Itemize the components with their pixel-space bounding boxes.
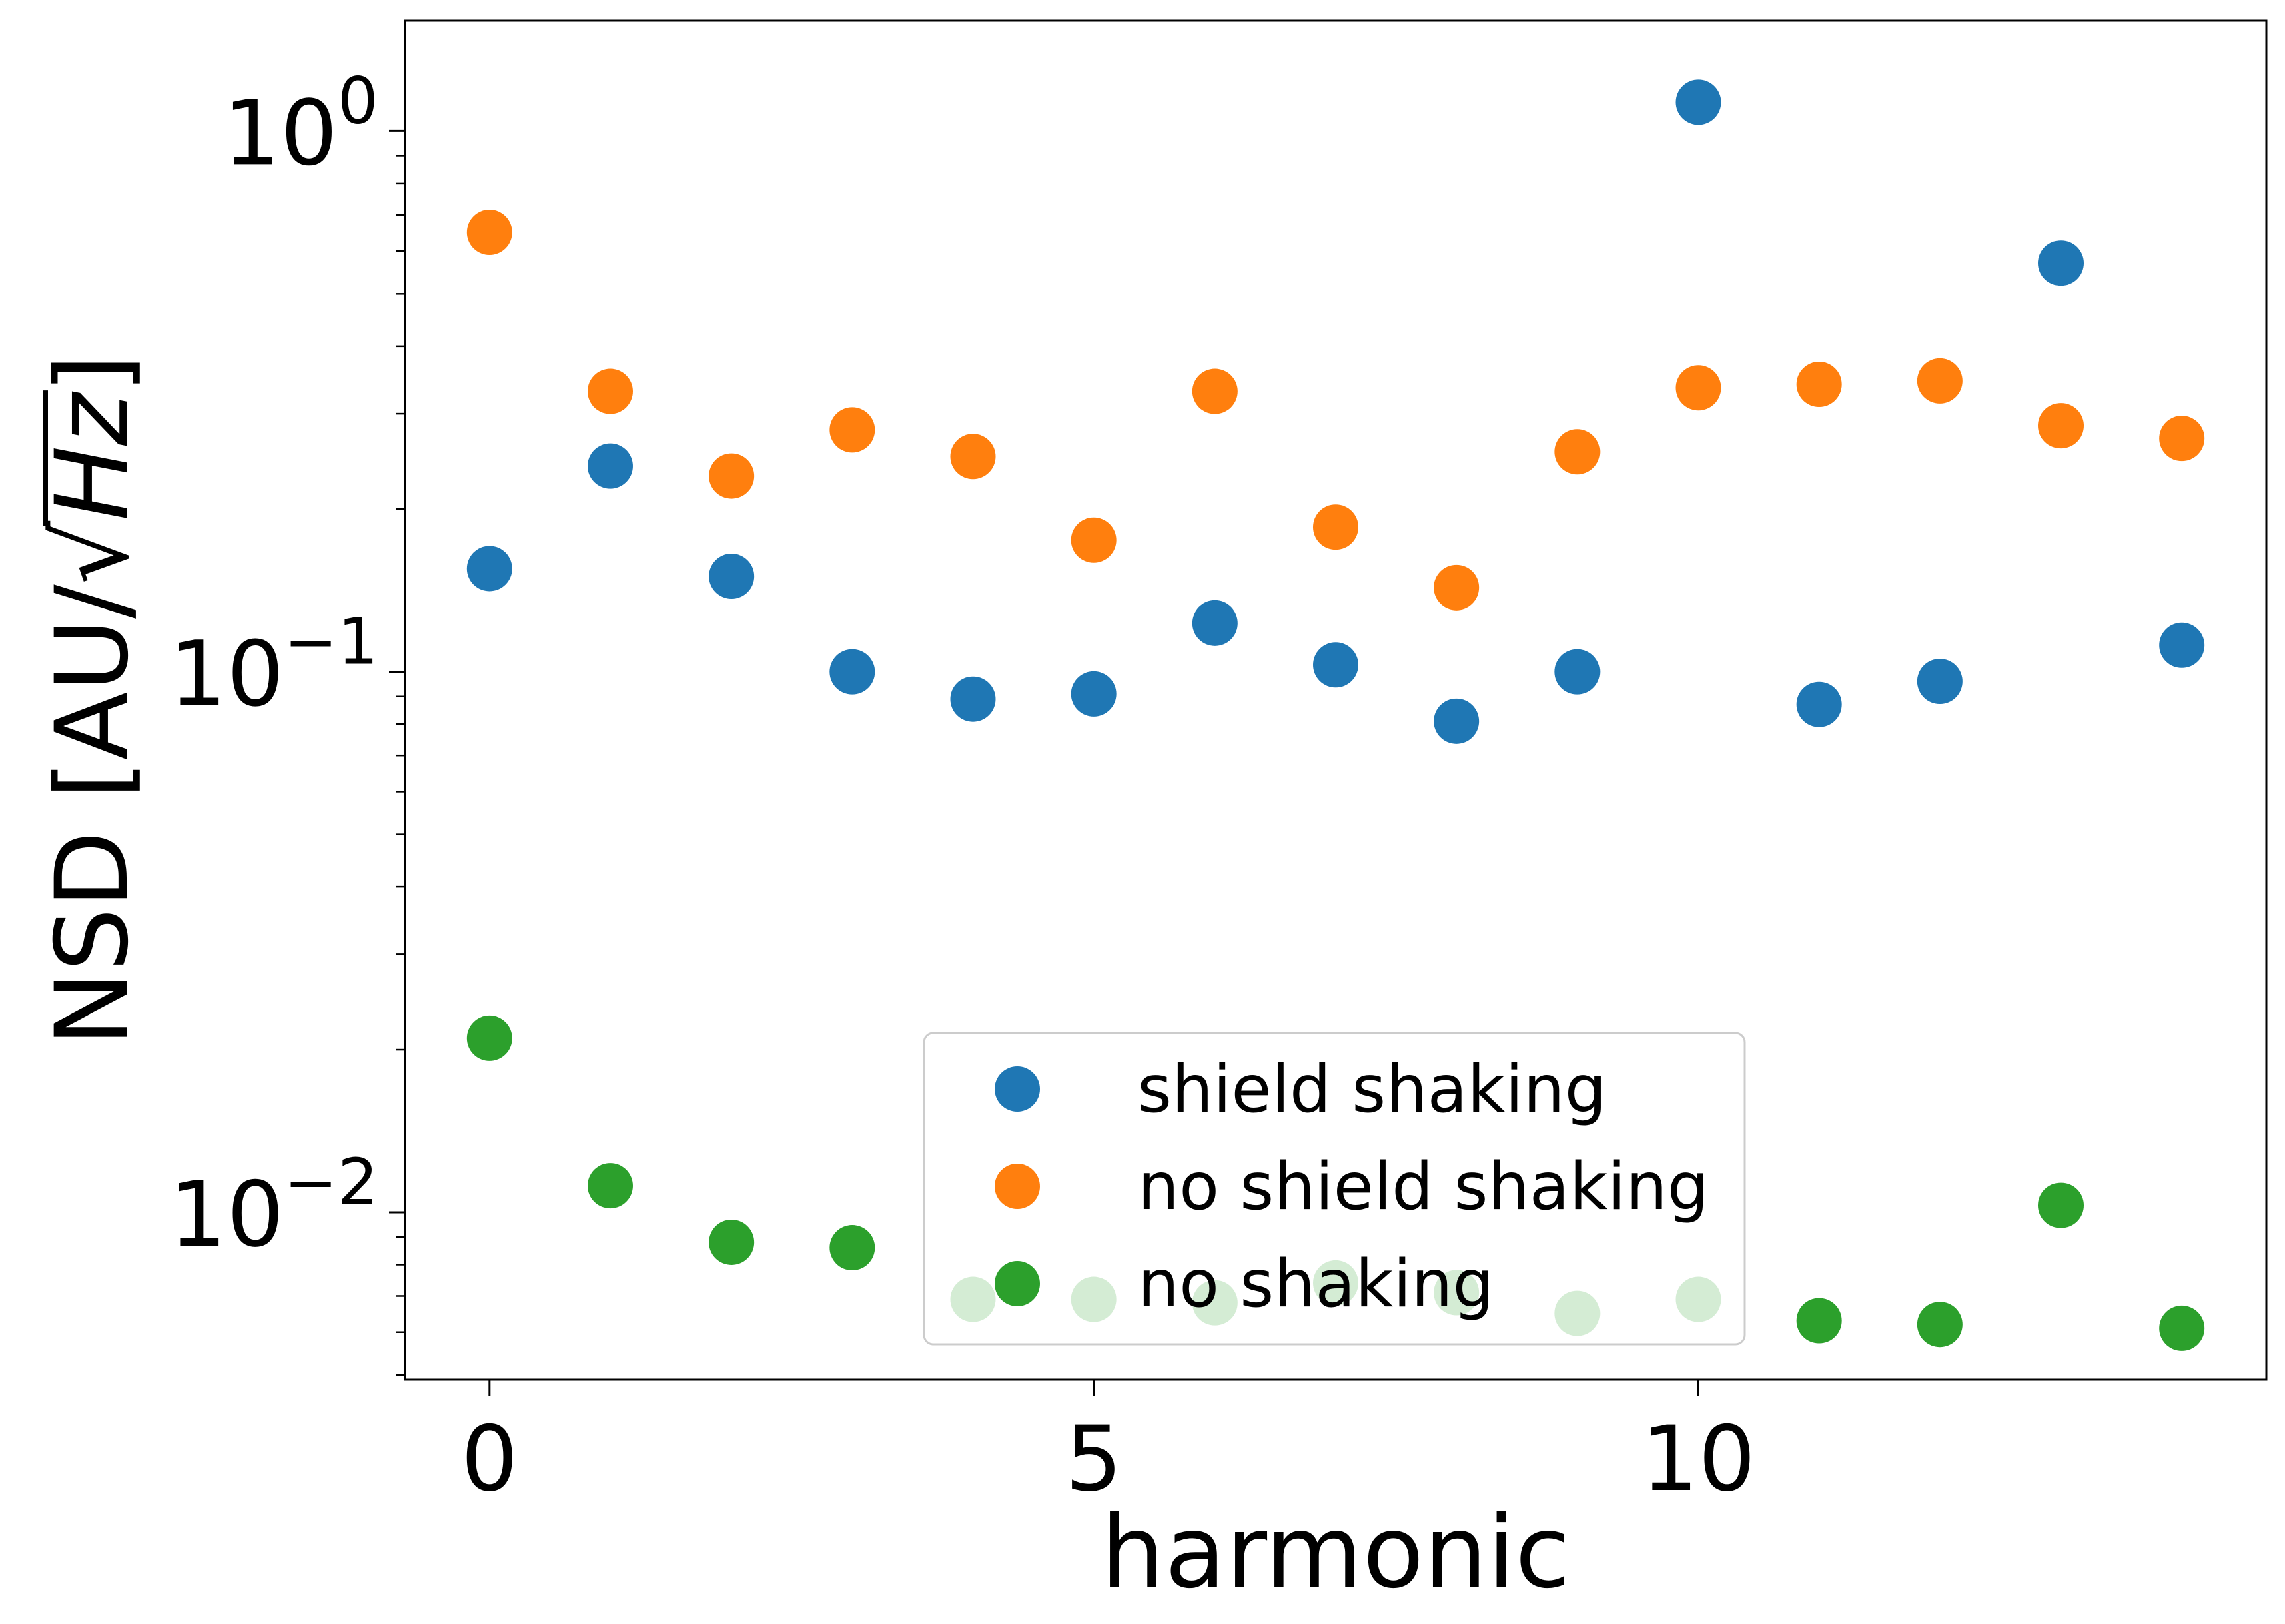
series-no-shield-shaking bbox=[466, 209, 2205, 611]
plot-frame bbox=[404, 19, 2268, 1381]
data-point bbox=[587, 1163, 633, 1209]
y-minor-ticks bbox=[396, 155, 405, 1376]
x-axis-label: harmonic bbox=[1101, 1495, 1570, 1611]
data-point bbox=[1675, 79, 1721, 125]
data-point bbox=[466, 209, 512, 255]
data-point bbox=[2159, 416, 2205, 462]
data-point bbox=[829, 407, 875, 453]
data-point bbox=[1917, 358, 1963, 404]
data-point bbox=[1192, 600, 1238, 646]
legend-item: shield shaking bbox=[995, 1052, 1607, 1128]
data-point bbox=[1554, 429, 1601, 475]
data-point bbox=[829, 649, 875, 695]
data-point bbox=[709, 1219, 755, 1265]
data-point bbox=[950, 676, 996, 722]
legend-marker bbox=[995, 1164, 1040, 1209]
data-point bbox=[587, 368, 633, 414]
data-point bbox=[1434, 564, 1480, 611]
data-point bbox=[2038, 240, 2084, 286]
y-tick-label: 100 bbox=[223, 63, 378, 185]
data-point bbox=[1434, 698, 1480, 744]
data-point bbox=[1071, 671, 1117, 717]
legend-label: no shield shaking bbox=[1137, 1149, 1709, 1225]
legend-item: no shaking bbox=[995, 1246, 1494, 1322]
data-point bbox=[1313, 642, 1358, 688]
series-shield-shaking bbox=[466, 79, 2205, 744]
y-axis-label-text: NSD [AU/√Hz] bbox=[35, 354, 151, 1047]
data-point bbox=[1796, 681, 1842, 727]
data-point bbox=[1071, 517, 1117, 563]
data-point bbox=[1917, 659, 1963, 705]
x-tick-label: 10 bbox=[1641, 1406, 1756, 1511]
y-axis-label: NSD [AU/√Hz] bbox=[35, 354, 151, 1047]
legend-marker bbox=[995, 1261, 1040, 1306]
legend-marker bbox=[995, 1066, 1040, 1112]
data-point bbox=[2159, 622, 2205, 668]
x-tick-label: 0 bbox=[461, 1406, 518, 1511]
data-point bbox=[1675, 365, 1721, 411]
x-tick-label: 5 bbox=[1065, 1406, 1123, 1511]
data-point bbox=[466, 1015, 512, 1061]
data-point bbox=[1554, 649, 1601, 695]
data-point bbox=[1917, 1302, 1963, 1348]
data-point bbox=[2159, 1305, 2205, 1351]
data-point bbox=[709, 553, 755, 599]
data-point bbox=[1796, 362, 1842, 408]
data-point bbox=[587, 443, 633, 489]
legend-label: no shaking bbox=[1137, 1246, 1494, 1322]
legend-item: no shield shaking bbox=[995, 1149, 1709, 1225]
data-point bbox=[1192, 368, 1238, 414]
data-point bbox=[2038, 1182, 2084, 1228]
data-point bbox=[1313, 504, 1358, 550]
legend-box bbox=[923, 1032, 1746, 1346]
data-point bbox=[950, 434, 996, 480]
legend-label: shield shaking bbox=[1137, 1052, 1607, 1128]
y-axis-ticks: 100 10−1 10−2 bbox=[169, 63, 405, 1267]
legend: shield shaking no shield shaking no shakin… bbox=[923, 1032, 1746, 1346]
data-point bbox=[829, 1225, 875, 1271]
data-point bbox=[466, 546, 512, 592]
y-tick-label: 10−1 bbox=[169, 604, 378, 727]
data-point bbox=[1796, 1298, 1842, 1344]
data-point bbox=[709, 453, 755, 499]
data-point bbox=[2038, 403, 2084, 449]
y-tick-label: 10−2 bbox=[169, 1145, 378, 1267]
x-axis-ticks: 0 5 10 bbox=[461, 1380, 1756, 1511]
